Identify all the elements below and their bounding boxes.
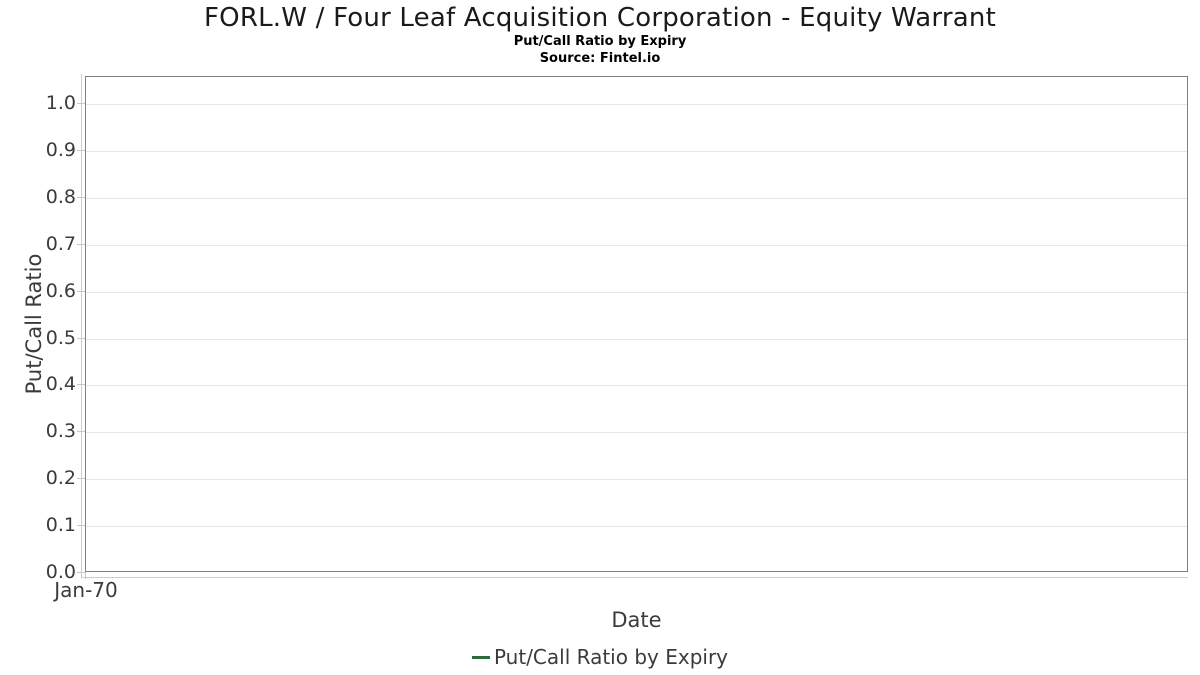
gridline <box>86 338 1187 340</box>
y-axis-tick-mark <box>77 384 85 386</box>
y-axis-tick-mark <box>77 525 85 527</box>
legend-label: Put/Call Ratio by Expiry <box>493 645 729 669</box>
x-axis-line <box>81 577 1188 578</box>
y-axis-tick-mark <box>77 103 85 104</box>
y-axis-title: Put/Call Ratio <box>22 253 46 395</box>
y-axis-tick-label: 0.4 <box>45 373 76 396</box>
y-axis-tick-label: 0.9 <box>45 138 76 161</box>
gridline <box>86 385 1187 387</box>
legend-line-marker <box>471 655 490 659</box>
y-axis-tick-label: 0.3 <box>45 420 76 443</box>
chart-subtitle: Put/Call Ratio by Expiry <box>513 34 687 49</box>
gridline <box>86 104 1187 105</box>
y-axis-tick-mark <box>77 431 85 433</box>
y-axis-tick-mark <box>77 572 85 573</box>
y-axis-tick-label: 0.8 <box>45 185 76 208</box>
y-axis-tick-label: 0.0 <box>45 561 76 583</box>
gridline <box>86 244 1187 246</box>
y-axis-tick-mark <box>77 243 85 245</box>
y-axis-tick-label: 0.6 <box>45 279 76 302</box>
y-axis-tick-label: 0.2 <box>45 467 76 490</box>
x-axis-tick-label: Jan-70 <box>54 578 118 602</box>
y-axis-tick-label: 1.0 <box>45 92 76 114</box>
gridline <box>86 197 1187 199</box>
y-axis-tick-label: 0.1 <box>45 514 76 537</box>
y-axis-line <box>81 74 82 578</box>
gridline <box>86 432 1187 434</box>
y-axis-tick-mark <box>77 337 85 339</box>
legend-item[interactable]: Put/Call Ratio by Expiry <box>0 645 1200 669</box>
gridline <box>86 150 1187 152</box>
gridline <box>86 291 1187 293</box>
plot-area <box>85 76 1188 572</box>
y-axis-tick-mark <box>77 290 85 292</box>
gridline <box>86 479 1187 481</box>
chart-title: FORL.W / Four Leaf Acquisition Corporati… <box>204 3 996 33</box>
y-axis-tick-mark <box>77 196 85 198</box>
chart-source-credit: Source: Fintel.io <box>539 51 661 66</box>
y-axis-tick-mark <box>77 149 85 151</box>
x-axis-title: Date <box>611 608 662 632</box>
y-axis-tick-mark <box>77 478 85 480</box>
y-axis-tick-label: 0.5 <box>45 326 76 349</box>
y-axis-tick-label: 0.7 <box>45 232 76 255</box>
x-axis-tick-mark <box>85 572 86 579</box>
gridline <box>86 526 1187 528</box>
